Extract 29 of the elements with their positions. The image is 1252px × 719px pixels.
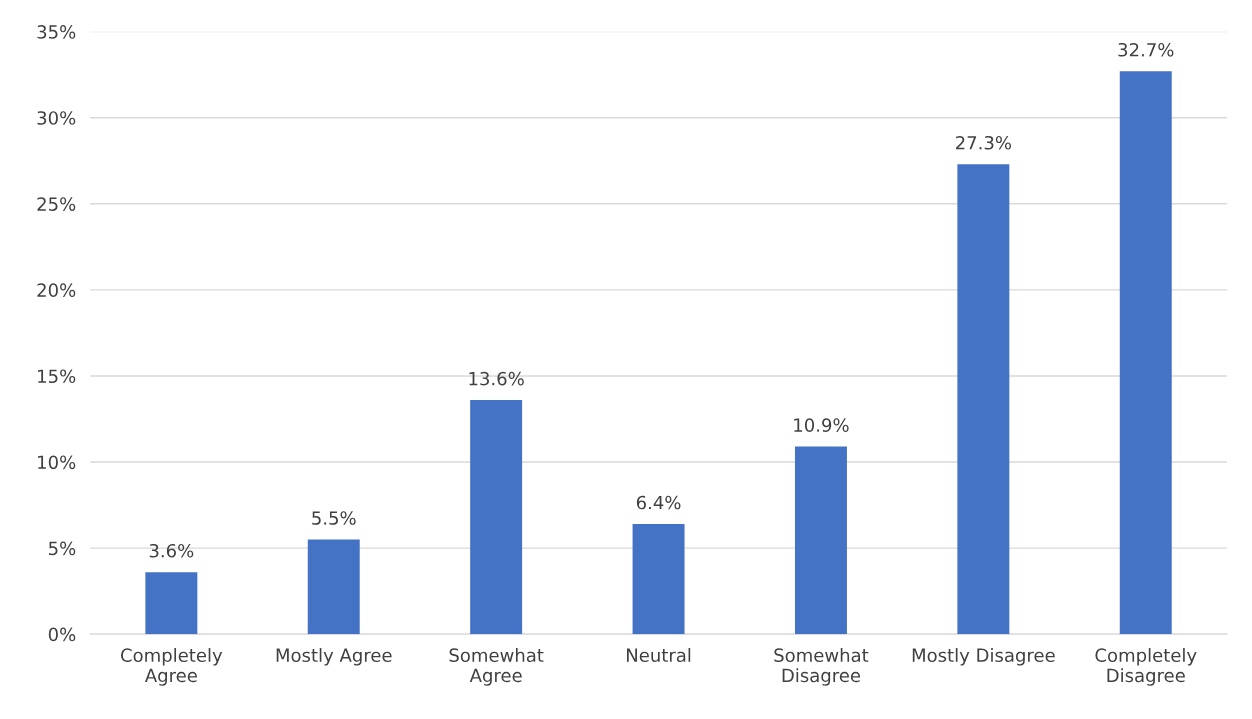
bar — [794, 446, 847, 635]
y-tick-label: 25% — [37, 197, 76, 211]
bar — [145, 572, 198, 635]
x-tick-label: Mostly Agree — [276, 648, 392, 666]
y-tick-label: 35% — [37, 25, 76, 39]
bar — [470, 400, 523, 635]
y-tick-label: 10% — [38, 455, 76, 470]
bar — [307, 539, 360, 635]
data-label: 10.9% — [794, 418, 849, 432]
data-label: 13.6% — [469, 371, 524, 386]
bar — [957, 164, 1010, 635]
x-tick-label: Somewhat Disagree — [774, 648, 869, 686]
bar — [632, 523, 685, 635]
x-tick-label: Somewhat Agree — [449, 648, 544, 686]
y-tick-label: 0% — [48, 627, 76, 642]
data-label: 5.5% — [312, 511, 356, 525]
bar — [1119, 71, 1172, 635]
x-tick-label: Mostly Disagree — [912, 648, 1055, 666]
x-tick-label: Completely Agree — [121, 648, 223, 686]
y-tick-label: 15% — [38, 369, 76, 384]
x-tick-label: Neutral — [627, 648, 691, 663]
data-label: 32.7% — [1118, 42, 1174, 57]
x-tick-label: Completely Disagree — [1095, 648, 1197, 686]
y-tick-label: 30% — [37, 111, 76, 125]
y-tick-label: 20% — [37, 283, 76, 297]
data-label: 27.3% — [956, 135, 1012, 150]
data-label: 3.6% — [149, 543, 194, 558]
y-tick-label: 5% — [49, 541, 76, 556]
data-label: 6.4% — [636, 495, 681, 510]
